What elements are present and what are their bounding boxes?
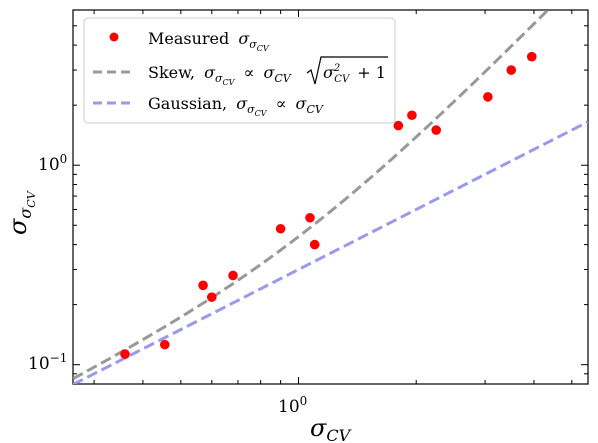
data-point: [526, 51, 537, 62]
legend-label-skew: Skew, σσCV ∝ σCV: [148, 63, 292, 89]
data-point: [506, 65, 517, 75]
axis-ticks: [73, 9, 588, 385]
legend: Measured σσCV Skew, σσCV ∝ σCV σ2 CV + 1 …: [83, 17, 396, 124]
plot-frame: [72, 9, 589, 385]
series-line-gaussian: [73, 120, 588, 384]
data-point: [198, 280, 208, 291]
x-axis-label: σCV: [310, 414, 352, 443]
data-point: [305, 212, 315, 223]
series-lines: [73, 10, 588, 384]
y-axis-label: σσCV: [4, 190, 38, 235]
series-line-skew: [73, 10, 551, 381]
x-tick-label-1: 100: [278, 394, 307, 417]
y-tick-label-1: 100: [38, 152, 67, 175]
data-point: [159, 339, 170, 350]
data-point: [393, 120, 404, 131]
legend-sqrt-sign: [306, 56, 388, 85]
data-point: [407, 110, 417, 121]
data-point: [483, 92, 493, 102]
data-point: [120, 349, 130, 359]
legend-box: [83, 17, 396, 124]
legend-label-measured: Measured σσCV: [148, 29, 270, 53]
series-points: [120, 51, 537, 359]
data-point: [309, 239, 320, 250]
legend-sqrt-content: σ2 CV + 1: [323, 63, 386, 86]
data-point: [431, 125, 442, 135]
legend-marker-measured: [109, 32, 119, 42]
y-tick-label-0.1: 10−1: [28, 351, 67, 374]
data-point: [206, 292, 217, 302]
data-point: [275, 223, 286, 234]
data-point: [228, 270, 238, 281]
legend-label-gaussian: Gaussian, σσCV ∝ σCV: [148, 94, 324, 120]
